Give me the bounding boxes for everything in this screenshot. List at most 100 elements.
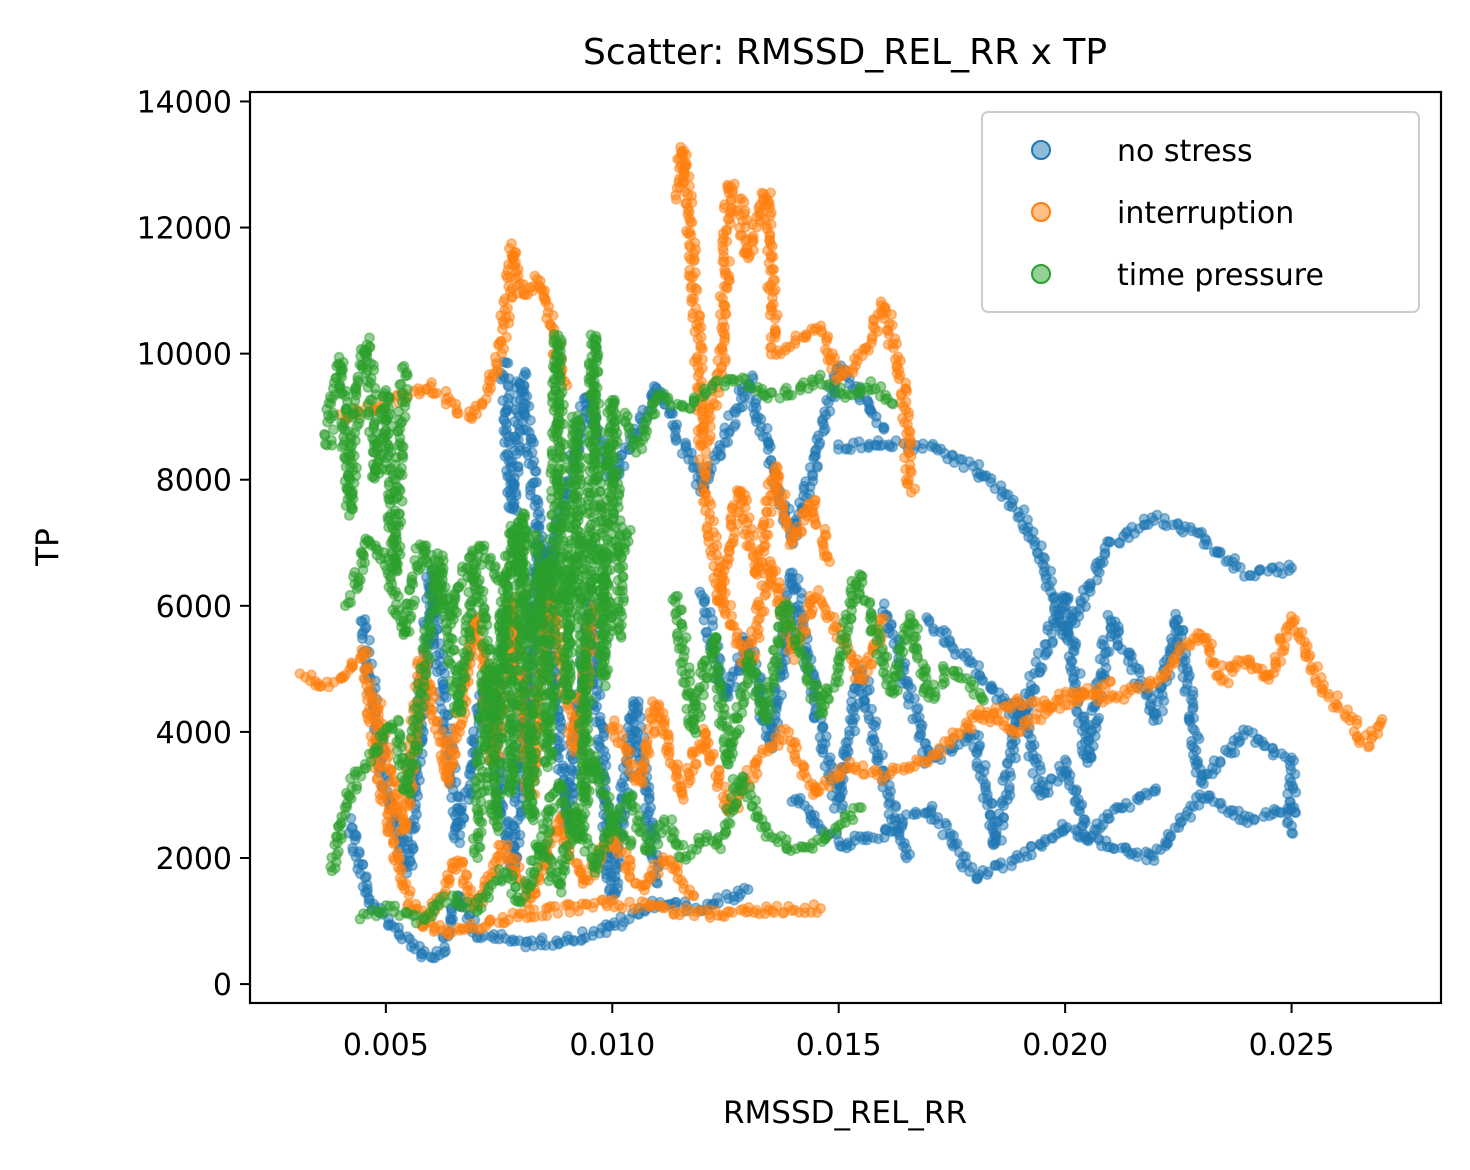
- scatter-point: [878, 613, 890, 624]
- scatter-point: [878, 423, 890, 435]
- scatter-point: [1131, 851, 1143, 863]
- scatter-point: [758, 516, 770, 527]
- scatter-point: [1201, 539, 1213, 550]
- scatter-point: [739, 502, 751, 514]
- scatter-point: [910, 806, 921, 818]
- scatter-point: [670, 435, 682, 447]
- scatter-point: [760, 219, 772, 231]
- scatter-point: [819, 406, 830, 418]
- scatter-point: [986, 797, 998, 809]
- scatter-point: [446, 792, 457, 803]
- scatter-point: [428, 926, 440, 937]
- scatter-point: [977, 675, 989, 687]
- scatter-point: [448, 744, 460, 756]
- scatter-point: [520, 368, 532, 380]
- scatter-point: [1248, 814, 1260, 826]
- scatter-point: [387, 838, 399, 849]
- scatter-point: [1105, 676, 1116, 687]
- scatter-point: [691, 284, 703, 296]
- scatter-point: [467, 726, 479, 737]
- scatter-point: [364, 634, 375, 646]
- scatter-point: [686, 216, 698, 228]
- scatter-point: [1075, 595, 1086, 607]
- scatter-point: [717, 292, 728, 304]
- scatter-point: [698, 596, 710, 607]
- scatter-point: [1104, 536, 1115, 548]
- scatter-point: [871, 754, 882, 766]
- scatter-point: [824, 610, 836, 622]
- scatter-point: [912, 702, 924, 714]
- scatter-point: [685, 271, 696, 283]
- scatter-point: [743, 541, 755, 552]
- scatter-point: [1030, 656, 1042, 668]
- scatter-point: [700, 505, 711, 517]
- scatter-point: [712, 892, 723, 904]
- scatter-point: [1061, 757, 1072, 768]
- scatter-point: [1035, 764, 1047, 776]
- scatter-point: [765, 265, 776, 277]
- scatter-point: [456, 802, 468, 813]
- scatter-point: [756, 556, 768, 568]
- scatter-point: [815, 903, 826, 914]
- scatter-point: [444, 873, 456, 885]
- scatter-point: [853, 436, 865, 448]
- scatter-point: [705, 430, 716, 442]
- scatter-point: [678, 176, 690, 188]
- scatter-point: [1214, 757, 1226, 769]
- scatter-point: [1214, 546, 1226, 558]
- scatter-point: [905, 438, 917, 450]
- scatter-point: [1286, 562, 1297, 574]
- scatter-point: [338, 672, 350, 683]
- scatter-point: [995, 857, 1007, 868]
- scatter-point: [1026, 841, 1037, 852]
- scatter-point: [821, 335, 832, 347]
- scatter-point: [448, 758, 460, 770]
- scatter-point: [505, 474, 517, 486]
- scatter-point: [867, 719, 879, 730]
- scatter-point: [732, 627, 744, 639]
- scatter-point: [730, 418, 741, 430]
- scatter-point: [746, 232, 758, 244]
- scatter-point: [1104, 813, 1115, 824]
- scatter-point: [403, 889, 415, 901]
- scatter-point: [1067, 784, 1079, 796]
- scatter-point: [1025, 680, 1037, 691]
- scatter-point: [380, 754, 392, 766]
- scatter-point: [845, 444, 856, 456]
- scatter-point: [1235, 561, 1246, 573]
- scatter-point: [925, 804, 937, 816]
- scatter-point: [736, 193, 747, 205]
- scatter-point: [727, 184, 739, 196]
- scatter-point: [502, 379, 514, 391]
- scatter-point: [982, 869, 993, 880]
- scatter-point: [762, 444, 774, 455]
- scatter-point: [512, 911, 524, 923]
- scatter-point: [587, 902, 599, 913]
- scatter-point: [489, 351, 501, 363]
- scatter-point: [1157, 705, 1168, 717]
- scatter-point: [411, 809, 422, 820]
- scatter-point: [1150, 783, 1162, 794]
- scatter-point: [529, 465, 541, 477]
- scatter-point: [452, 408, 464, 419]
- scatter-point: [510, 490, 522, 501]
- scatter-point: [1148, 708, 1160, 719]
- scatter-point: [1120, 797, 1132, 809]
- scatter-point: [764, 210, 776, 221]
- plot-area: [294, 141, 1388, 964]
- scatter-point: [742, 884, 754, 895]
- scatter-point: [1134, 666, 1145, 678]
- scatter-point: [552, 907, 564, 919]
- scatter-point: [500, 357, 512, 369]
- scatter-point: [769, 313, 781, 325]
- scatter-point: [1187, 701, 1199, 713]
- scatter-point: [966, 861, 978, 873]
- scatter-point: [1004, 766, 1016, 778]
- chart-title: Scatter: RMSSD_REL_RR x TP: [583, 32, 1107, 73]
- scatter-point: [717, 245, 729, 257]
- scatter-point: [905, 486, 917, 498]
- scatter-point: [1276, 748, 1287, 760]
- scatter-point: [677, 149, 689, 161]
- scatter-point: [704, 755, 716, 767]
